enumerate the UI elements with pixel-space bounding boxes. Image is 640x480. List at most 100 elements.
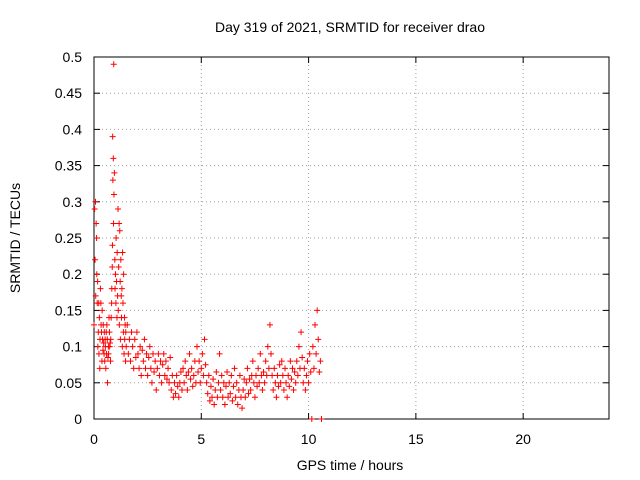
data-point (132, 354, 139, 361)
data-point (231, 365, 238, 372)
y-tick-label: 0.35 (55, 158, 82, 174)
data-point (255, 365, 262, 372)
data-point (314, 307, 321, 314)
x-tick-label: 0 (90, 431, 98, 447)
y-tick-label: 0.45 (55, 85, 82, 101)
data-point (100, 339, 107, 346)
data-point (188, 365, 195, 372)
data-point (197, 379, 204, 386)
data-point (185, 368, 192, 375)
grid-lines (94, 57, 609, 419)
data-point (114, 249, 121, 256)
data-point (112, 271, 119, 278)
data-point (250, 379, 257, 386)
data-point (306, 350, 313, 357)
data-point (196, 358, 203, 365)
data-point (110, 220, 117, 227)
data-point (139, 347, 146, 354)
data-point (190, 372, 197, 379)
data-point (274, 372, 281, 379)
data-point (209, 394, 216, 401)
data-point (307, 368, 314, 375)
data-point (141, 336, 148, 343)
data-point (268, 350, 275, 357)
data-point (275, 383, 282, 390)
data-point (195, 368, 202, 375)
data-point (312, 321, 319, 328)
data-point (214, 394, 221, 401)
data-point (206, 397, 213, 404)
data-point (156, 372, 163, 379)
data-point (200, 372, 207, 379)
y-tick-label: 0.2 (63, 266, 83, 282)
data-point (118, 292, 125, 299)
data-point (152, 358, 159, 365)
data-point (107, 358, 114, 365)
data-point (204, 390, 211, 397)
data-point (111, 169, 118, 176)
data-point (222, 383, 229, 390)
data-point (100, 347, 107, 354)
data-point (236, 372, 243, 379)
data-point (99, 307, 106, 314)
data-point (244, 365, 251, 372)
data-point (318, 416, 325, 422)
x-tick-label: 5 (197, 431, 205, 447)
data-point (295, 343, 302, 350)
data-point (258, 372, 265, 379)
data-point (259, 387, 266, 394)
data-point (171, 379, 178, 386)
data-point (273, 394, 280, 401)
data-point (243, 379, 250, 386)
data-point (134, 350, 141, 357)
data-point (96, 365, 103, 372)
data-point (304, 358, 311, 365)
data-point (313, 350, 320, 357)
data-point (270, 387, 277, 394)
data-point (159, 361, 166, 368)
data-point (226, 379, 233, 386)
data-point (109, 177, 116, 184)
data-point (272, 379, 279, 386)
data-point (299, 354, 306, 361)
data-point (225, 394, 232, 401)
data-point (92, 256, 99, 263)
data-point (289, 365, 296, 372)
data-point (227, 390, 234, 397)
data-point (165, 365, 172, 372)
data-point (309, 343, 316, 350)
data-point (157, 358, 164, 365)
data-point (93, 271, 100, 278)
data-point (221, 401, 228, 408)
data-point (119, 249, 126, 256)
data-point (162, 358, 169, 365)
data-point (279, 372, 286, 379)
data-point (119, 300, 126, 307)
y-tick-label: 0.05 (55, 375, 82, 391)
data-point (249, 358, 256, 365)
data-point (163, 376, 170, 383)
data-point (110, 155, 117, 162)
data-point (194, 343, 200, 350)
data-point (127, 358, 134, 365)
data-point (155, 350, 162, 357)
data-point (224, 368, 231, 375)
data-point (121, 314, 128, 321)
y-tick-label: 0 (74, 411, 82, 427)
data-point (104, 354, 111, 361)
data-point (175, 394, 182, 401)
data-point (150, 350, 157, 357)
data-point (112, 285, 119, 292)
data-point (292, 379, 299, 386)
data-point (262, 358, 269, 365)
data-point (263, 372, 270, 379)
y-tick-label: 0.4 (63, 121, 83, 137)
data-point (246, 376, 253, 383)
data-point (198, 365, 205, 372)
data-point (101, 358, 108, 365)
data-point (131, 336, 138, 343)
data-point (210, 376, 217, 383)
data-point (278, 358, 285, 365)
data-point (316, 368, 323, 375)
data-point (151, 368, 158, 375)
